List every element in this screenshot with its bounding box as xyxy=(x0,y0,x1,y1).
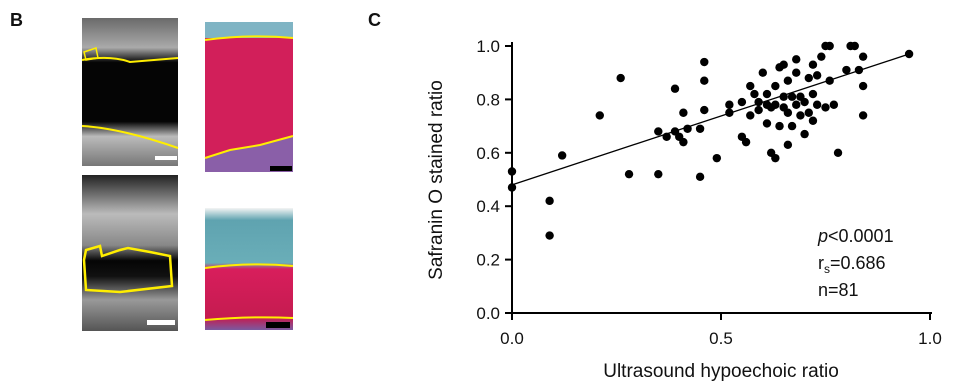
data-point xyxy=(780,93,788,101)
histology-image xyxy=(205,22,293,172)
data-point xyxy=(738,98,746,106)
data-point xyxy=(788,122,796,130)
data-point xyxy=(830,101,838,109)
data-point xyxy=(780,60,788,68)
data-point xyxy=(679,138,687,146)
y-axis-title: Safranin O stained ratio xyxy=(426,80,447,280)
data-point xyxy=(700,58,708,66)
data-point xyxy=(809,90,817,98)
x-tick-label: 0.5 xyxy=(709,329,733,348)
data-point xyxy=(775,122,783,130)
data-point xyxy=(859,82,867,90)
data-point xyxy=(700,106,708,114)
annotation: n=81 xyxy=(818,280,859,300)
data-point xyxy=(809,117,817,125)
data-point xyxy=(800,98,808,106)
data-point xyxy=(713,154,721,162)
data-point xyxy=(696,125,704,133)
annotation: p<0.0001 xyxy=(817,226,894,246)
data-point xyxy=(859,52,867,60)
data-point xyxy=(654,170,662,178)
data-point xyxy=(842,66,850,74)
data-point xyxy=(784,141,792,149)
data-point xyxy=(754,98,762,106)
annotation: rs=0.686 xyxy=(818,253,886,276)
data-point xyxy=(821,103,829,111)
data-point xyxy=(671,85,679,93)
ultrasound-image xyxy=(82,175,178,331)
y-tick-label: 0.2 xyxy=(476,251,500,270)
annotation: =0.686 xyxy=(830,253,886,273)
data-point xyxy=(805,109,813,117)
data-point xyxy=(809,60,817,68)
panel-label: C xyxy=(368,10,381,30)
ultrasound-image xyxy=(82,18,178,166)
data-point xyxy=(545,231,553,239)
data-point xyxy=(742,138,750,146)
figure: B C Safranin O stained ratio Ultrasound … xyxy=(0,0,955,385)
annotation: p xyxy=(817,226,828,246)
histology-image xyxy=(205,208,293,330)
data-point xyxy=(771,82,779,90)
data-point xyxy=(851,42,859,50)
x-axis-title: Ultrasound hypoechoic ratio xyxy=(603,361,839,382)
data-point xyxy=(825,77,833,85)
data-point xyxy=(725,101,733,109)
scatter-plot: Safranin O stained ratio Ultrasound hypo… xyxy=(426,37,942,382)
data-point xyxy=(834,149,842,157)
data-point xyxy=(859,111,867,119)
data-point xyxy=(771,101,779,109)
data-point xyxy=(825,42,833,50)
data-point xyxy=(800,130,808,138)
x-tick-label: 0.0 xyxy=(500,329,524,348)
data-point xyxy=(654,127,662,135)
data-point xyxy=(545,197,553,205)
data-point xyxy=(679,109,687,117)
y-tick-label: 0.8 xyxy=(476,90,500,109)
data-point xyxy=(725,109,733,117)
data-point xyxy=(625,170,633,178)
data-point xyxy=(700,77,708,85)
data-point xyxy=(813,71,821,79)
data-point xyxy=(750,90,758,98)
data-point xyxy=(792,69,800,77)
y-tick-label: 0.4 xyxy=(476,197,500,216)
data-point xyxy=(784,109,792,117)
data-point xyxy=(746,82,754,90)
data-point xyxy=(754,106,762,114)
data-point xyxy=(746,111,754,119)
y-tick-label: 0.0 xyxy=(476,304,500,323)
data-point xyxy=(508,183,516,191)
data-point xyxy=(763,90,771,98)
data-point xyxy=(817,52,825,60)
data-point xyxy=(792,101,800,109)
data-point xyxy=(784,77,792,85)
data-point xyxy=(788,93,796,101)
annotation: <0.0001 xyxy=(828,226,894,246)
data-point xyxy=(792,55,800,63)
data-point xyxy=(796,111,804,119)
data-point xyxy=(771,154,779,162)
data-point xyxy=(683,125,691,133)
panel-label: B xyxy=(10,10,23,30)
data-point xyxy=(662,133,670,141)
data-point xyxy=(805,74,813,82)
data-point xyxy=(759,69,767,77)
data-point xyxy=(905,50,913,58)
data-point xyxy=(763,119,771,127)
data-point xyxy=(813,101,821,109)
y-tick-label: 0.6 xyxy=(476,144,500,163)
data-point xyxy=(616,74,624,82)
y-tick-label: 1.0 xyxy=(476,37,500,56)
data-point xyxy=(558,151,566,159)
data-point xyxy=(508,167,516,175)
x-tick-label: 1.0 xyxy=(918,329,942,348)
data-point xyxy=(596,111,604,119)
page: B C Safranin O stained ratio Ultrasound … xyxy=(0,0,955,385)
data-point xyxy=(855,66,863,74)
fit-line xyxy=(512,54,909,185)
data-point xyxy=(696,173,704,181)
